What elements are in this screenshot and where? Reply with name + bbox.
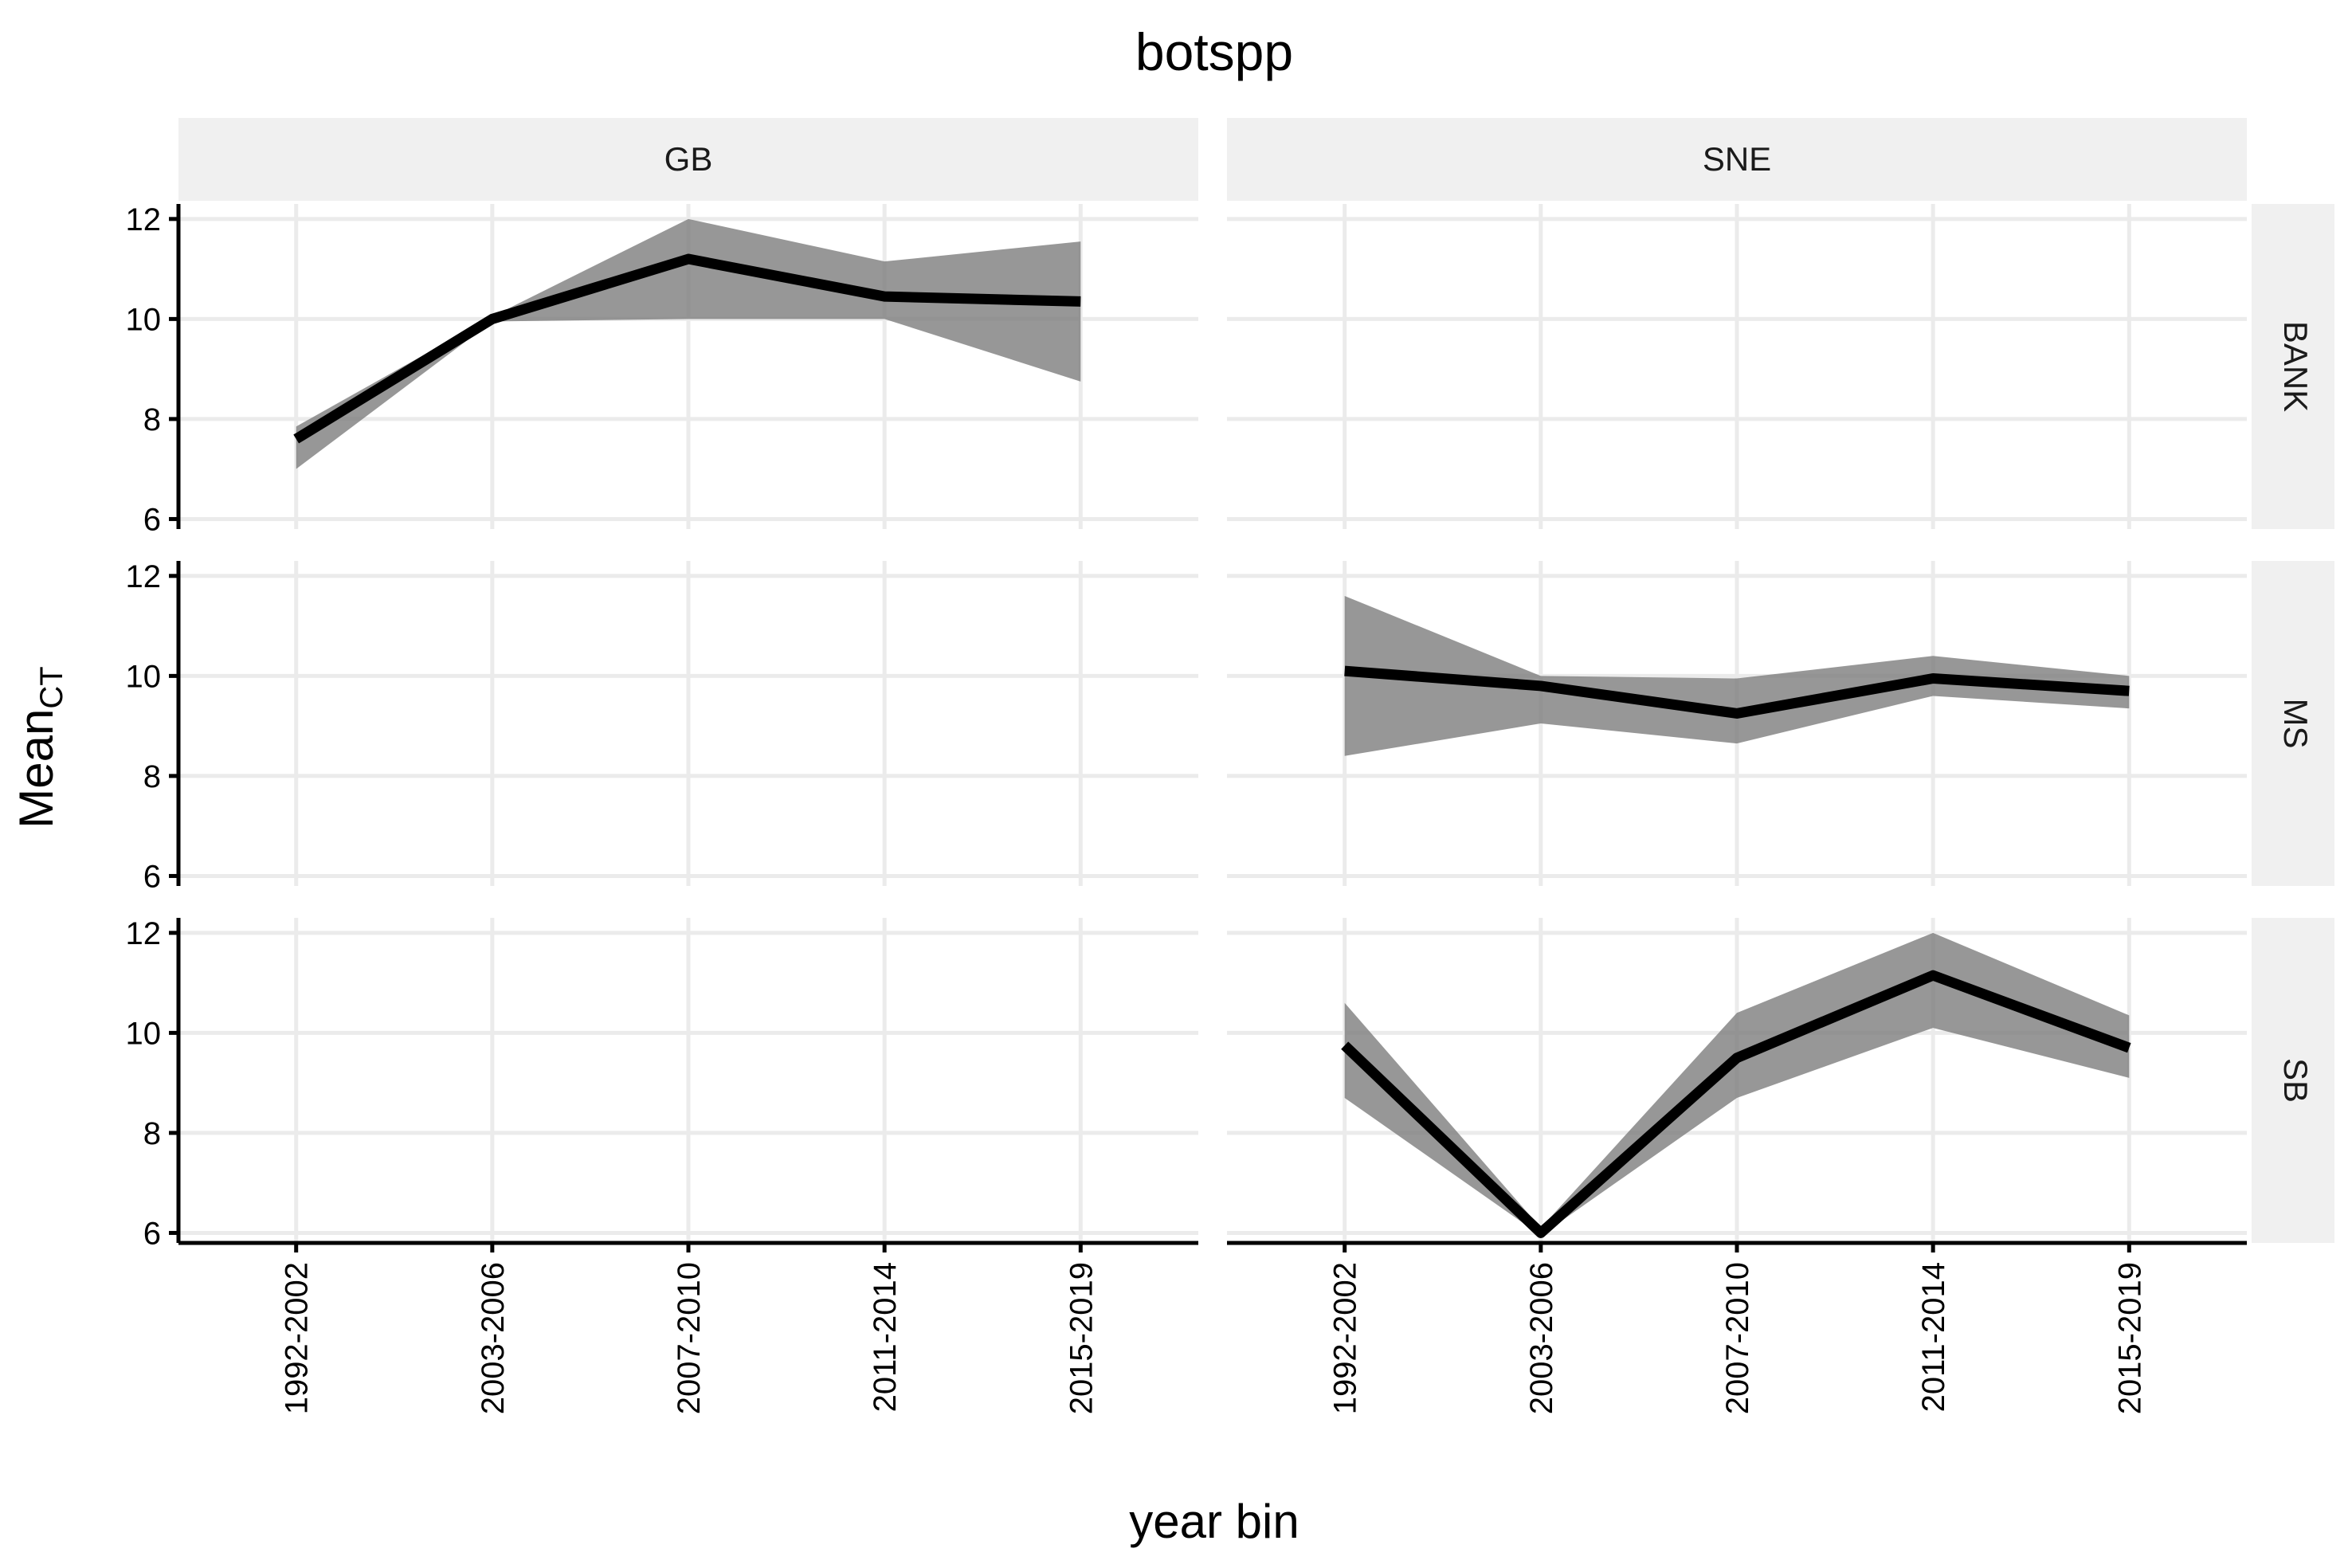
column-strip-label: SNE: [1703, 140, 1771, 178]
panel-sne-ms: [1227, 561, 2247, 886]
column-strip-background: [178, 118, 1198, 201]
x-tick-label: 2007-2010: [1720, 1262, 1755, 1414]
row-strip-ms: MS: [2252, 561, 2334, 886]
y-axis-title-subscript: CT: [34, 666, 69, 708]
panel-sne-bank: [1227, 204, 2247, 529]
y-axis-title-main: Mean: [10, 709, 63, 829]
mean-line: [1344, 665, 2130, 719]
y-tick-label: 8: [143, 1116, 161, 1151]
chart-title: botspp: [1135, 22, 1293, 81]
x-tick-label: 2015-2019: [2112, 1262, 2147, 1414]
panel-gb-bank: 6 8 10 12: [126, 202, 1198, 537]
confidence-ribbon: [1344, 595, 2130, 756]
row-strip-background: [2252, 204, 2334, 529]
x-tick-label: 2007-2010: [672, 1262, 707, 1414]
row-strip-label: SB: [2277, 1058, 2315, 1103]
panel-sne-sb: 1992-2002 2003-2006 2007-2010 2011-2014 2015…: [1227, 918, 2247, 1414]
y-tick-label: 12: [126, 559, 162, 594]
confidence-ribbon: [296, 218, 1081, 469]
x-tick-label: 2011-2014: [1916, 1262, 1951, 1412]
y-tick-label: 10: [126, 1016, 162, 1051]
y-tick-label: 10: [126, 302, 162, 337]
y-tick-label: 12: [126, 916, 162, 951]
y-tick-label: 6: [143, 502, 161, 537]
row-strip-sb: SB: [2252, 918, 2334, 1243]
y-tick-label: 12: [126, 202, 162, 237]
mean-line: [293, 253, 1081, 444]
row-strip-label: MS: [2277, 699, 2315, 749]
x-axis-title: year bin: [1129, 1495, 1299, 1548]
panel-gb-sb: 6 8 10 12 1992-2002 2003-2006 2007-2010 2011-20…: [126, 916, 1198, 1414]
y-tick-label: 6: [143, 1216, 161, 1251]
column-strip-sne: SNE: [1227, 118, 2247, 201]
row-strip-bank: BANK: [2252, 204, 2334, 529]
panel-gb-ms: 6 8 10 12: [126, 559, 1198, 894]
x-tick-label: 2011-2014: [868, 1262, 903, 1412]
facet-panels: GB SNE BANK MS SB 6 8 10 12 6 8 10 12 6 8 10 12 1992-2002…: [126, 118, 2334, 1414]
row-strip-background: [2252, 561, 2334, 886]
x-tick-label: 1992-2002: [280, 1262, 315, 1414]
y-tick-label: 8: [143, 402, 161, 437]
mean-line: [1341, 970, 2131, 1238]
y-axis-title: MeanCT: [10, 666, 69, 828]
column-strip-gb: GB: [178, 118, 1198, 201]
x-tick-label: 2003-2006: [1524, 1262, 1559, 1414]
x-tick-label: 1992-2002: [1328, 1262, 1363, 1414]
column-strip-background: [1227, 118, 2247, 201]
row-strip-background: [2252, 918, 2334, 1243]
y-tick-label: 6: [143, 859, 161, 894]
y-tick-label: 10: [126, 659, 162, 694]
y-tick-label: 8: [143, 759, 161, 794]
row-strip-label: BANK: [2277, 321, 2315, 412]
x-tick-label: 2015-2019: [1064, 1262, 1099, 1414]
column-strip-label: GB: [664, 140, 713, 178]
confidence-ribbon: [1344, 932, 2130, 1236]
x-tick-label: 2003-2006: [476, 1262, 511, 1414]
